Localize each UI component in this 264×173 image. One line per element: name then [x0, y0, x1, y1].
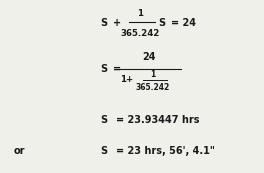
Text: S: S: [101, 18, 108, 28]
Text: 1: 1: [150, 70, 156, 79]
Text: 365.242: 365.242: [136, 83, 170, 92]
Text: S: S: [101, 64, 108, 74]
Text: +: +: [114, 18, 121, 28]
Text: or: or: [14, 145, 26, 156]
Text: S: S: [101, 145, 108, 156]
Text: =: =: [113, 64, 121, 74]
Text: 1+: 1+: [120, 75, 133, 84]
Text: = 23 hrs, 56', 4.1": = 23 hrs, 56', 4.1": [116, 145, 215, 156]
Text: = 24: = 24: [171, 18, 196, 28]
Text: 1: 1: [137, 9, 143, 18]
Text: = 23.93447 hrs: = 23.93447 hrs: [116, 115, 200, 125]
Text: 365.242: 365.242: [120, 29, 160, 38]
Text: S: S: [158, 18, 165, 28]
Text: S: S: [101, 115, 108, 125]
Text: 24: 24: [142, 52, 156, 62]
